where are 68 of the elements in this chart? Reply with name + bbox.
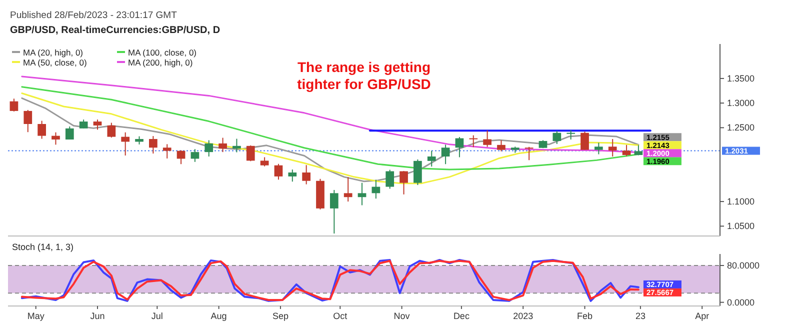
candlestick xyxy=(162,144,172,159)
y-tick-label: 80.0000 xyxy=(727,260,760,271)
candlestick xyxy=(497,140,506,152)
candlestick xyxy=(204,140,214,157)
candlestick xyxy=(52,132,60,146)
candlestick xyxy=(288,169,297,182)
candlestick xyxy=(427,150,436,168)
x-tick-label: May xyxy=(27,311,45,321)
legend-label: MA (200, high, 0) xyxy=(128,58,193,68)
x-tick-label: Nov xyxy=(394,311,410,321)
candlestick xyxy=(246,144,255,162)
candlestick xyxy=(218,137,227,153)
candlestick xyxy=(330,189,338,234)
candlestick xyxy=(358,182,366,206)
candlestick xyxy=(93,119,102,130)
x-tick-label: Jun xyxy=(90,311,105,321)
candlestick xyxy=(232,138,241,153)
x-tick-label: Dec xyxy=(453,311,470,321)
y-tick-label: 0.0000 xyxy=(727,297,755,308)
candlestick xyxy=(400,170,408,195)
y-tick-label: 1.3000 xyxy=(727,98,755,108)
candlestick xyxy=(386,169,394,190)
chart-subtitle: Published 28/Feb/2023 - 23:01:17 GMT xyxy=(10,10,178,21)
x-tick-label: 2023 xyxy=(513,311,534,321)
candlestick xyxy=(38,120,46,140)
candlestick xyxy=(608,138,617,157)
x-tick-label: Aug xyxy=(210,311,227,321)
candlestick xyxy=(302,164,310,185)
candlestick xyxy=(552,130,562,144)
y-tick-label: 1.0500 xyxy=(727,221,755,232)
legend-label: MA (20, high, 0) xyxy=(23,48,84,58)
chart-title: Stoch (14, 1, 3) xyxy=(12,242,74,252)
candlestick xyxy=(344,176,352,202)
legend-label: MA (100, close, 0) xyxy=(128,48,197,58)
candlestick xyxy=(483,130,492,148)
candlestick xyxy=(580,131,589,150)
candlestick xyxy=(524,146,534,161)
candlestick xyxy=(455,136,464,158)
chart-title: GBP/USD, Real-timeCurrencies:GBP/USD, D xyxy=(10,25,220,36)
candlestick xyxy=(469,134,478,148)
y-tick-label: 1.1000 xyxy=(727,196,755,207)
candlestick xyxy=(190,148,200,162)
legend-label: MA (50, close, 0) xyxy=(23,58,87,68)
x-tick-label: Oct xyxy=(333,311,348,321)
candlestick xyxy=(260,156,269,167)
candlestick xyxy=(441,144,450,165)
candlestick xyxy=(149,136,158,154)
x-tick-label: Feb xyxy=(577,311,593,321)
candlestick xyxy=(274,163,283,180)
x-tick-label: Apr xyxy=(695,311,710,321)
candlestick xyxy=(634,144,643,156)
x-tick-label: Jul xyxy=(151,311,163,321)
x-tick-label: Sep xyxy=(272,311,288,321)
candlestick xyxy=(176,150,186,165)
candlestick xyxy=(10,98,18,112)
y-tick-label: 1.3500 xyxy=(727,73,755,84)
y-tick-label: 1.2500 xyxy=(727,122,755,133)
candlestick xyxy=(24,109,32,133)
candlestick xyxy=(65,126,74,140)
candlestick xyxy=(566,130,576,140)
candlestick xyxy=(107,122,116,138)
candlestick xyxy=(372,179,380,200)
x-tick-label: 23 xyxy=(635,311,646,321)
annotation: The range is getting tighter for GBP/USD xyxy=(297,59,431,92)
candlestick xyxy=(594,142,603,155)
candlestick xyxy=(121,132,130,156)
candlestick xyxy=(622,144,631,157)
candlestick xyxy=(414,158,422,186)
